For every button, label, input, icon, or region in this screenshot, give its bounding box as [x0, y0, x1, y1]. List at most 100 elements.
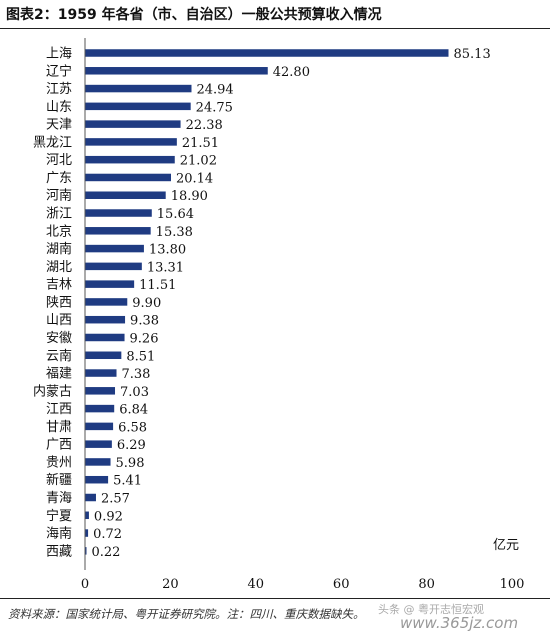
bar: [85, 67, 268, 75]
bar: [85, 529, 89, 537]
value-label: 11.51: [139, 278, 176, 293]
category-label: 江西: [46, 402, 72, 417]
value-label: 5.41: [113, 474, 142, 489]
value-label: 0.22: [92, 545, 121, 560]
value-label: 21.51: [182, 136, 219, 151]
value-label: 6.58: [118, 420, 147, 435]
chart-title: 图表2：1959 年各省（市、自治区）一般公共预算收入情况: [6, 7, 382, 23]
value-label: 9.90: [132, 296, 161, 311]
category-label: 河北: [46, 153, 72, 168]
category-label: 黑龙江: [33, 135, 72, 150]
bar: [85, 227, 151, 235]
value-label: 6.29: [117, 438, 146, 453]
category-label: 吉林: [46, 278, 72, 293]
category-label: 新疆: [46, 472, 72, 488]
value-label: 15.38: [156, 225, 193, 240]
category-label: 江苏: [46, 81, 72, 97]
x-tick-label: 100: [500, 577, 525, 592]
x-tick-label: 80: [418, 577, 435, 592]
source-divider: [0, 598, 550, 599]
unit-label: 亿元: [493, 538, 519, 553]
value-label: 18.90: [171, 189, 208, 204]
watermark-text: 头条 @ 粤开志恒宏观: [378, 603, 484, 616]
bar: [85, 280, 135, 288]
value-label: 9.38: [130, 314, 159, 329]
value-label: 15.64: [157, 207, 194, 222]
bar: [85, 262, 142, 271]
bar: [85, 351, 122, 360]
category-label: 湖南: [46, 241, 72, 257]
x-tick-label: 40: [248, 577, 265, 592]
value-label: 9.26: [130, 331, 159, 346]
x-tick-label: 60: [333, 577, 350, 592]
value-label: 7.38: [122, 367, 151, 382]
category-label: 山西: [46, 313, 72, 328]
category-label: 宁夏: [46, 508, 72, 524]
value-label: 24.75: [196, 100, 233, 115]
category-label: 甘肃: [46, 420, 72, 435]
value-label: 22.38: [186, 118, 223, 133]
bar: [85, 315, 126, 324]
bar: [85, 547, 87, 555]
bar: [85, 440, 112, 448]
bar: [85, 333, 125, 342]
value-label: 20.14: [176, 171, 213, 186]
category-label: 福建: [46, 367, 72, 382]
value-label: 85.13: [454, 47, 491, 62]
category-label: 内蒙古: [33, 383, 72, 399]
bar: [85, 387, 116, 395]
value-label: 7.03: [120, 385, 149, 400]
value-label: 42.80: [273, 65, 310, 80]
value-label: 5.98: [116, 456, 145, 471]
category-label: 西藏: [46, 544, 72, 559]
bar-chart: 上海 85.13 辽宁 42.80 江苏 24.94 山东 24.75 天津 22.38 黑龙江 21…: [33, 38, 525, 592]
value-label: 0.72: [93, 527, 122, 542]
bar: [85, 422, 114, 431]
category-label: 河南: [46, 188, 72, 204]
bar: [85, 458, 111, 466]
category-label: 北京: [46, 224, 72, 239]
bar: [85, 173, 171, 182]
value-label: 13.80: [149, 243, 186, 258]
category-label: 辽宁: [46, 63, 72, 79]
category-label: 青海: [46, 491, 72, 506]
category-label: 浙江: [46, 207, 72, 222]
bar: [85, 209, 152, 217]
bar: [85, 404, 115, 413]
value-label: 2.57: [101, 492, 130, 507]
bar: [85, 155, 175, 164]
bar: [85, 120, 181, 128]
source-note: 资料来源：国家统计局、粤开证券研究院。注：四川、重庆数据缺失。: [8, 607, 365, 621]
category-label: 上海: [46, 47, 72, 62]
category-label: 陕西: [46, 295, 72, 310]
bar: [85, 138, 177, 146]
category-label: 广西: [46, 438, 72, 453]
x-tick-label: 0: [81, 577, 89, 592]
bar: [85, 475, 109, 484]
category-label: 湖北: [46, 260, 72, 275]
category-label: 天津: [46, 118, 72, 133]
bar: [85, 191, 166, 199]
bar: [85, 298, 128, 306]
x-tick-label: 20: [162, 577, 179, 592]
bar: [85, 244, 144, 253]
category-label: 云南: [46, 348, 72, 364]
bar: [85, 49, 449, 57]
value-label: 21.02: [180, 154, 217, 169]
bar: [85, 493, 96, 502]
value-label: 0.92: [94, 509, 123, 524]
bar: [85, 511, 89, 520]
category-label: 山东: [46, 100, 72, 115]
category-label: 贵州: [46, 455, 72, 470]
category-label: 海南: [46, 526, 72, 542]
title-divider: [0, 28, 550, 29]
bar: [85, 84, 192, 93]
value-label: 24.94: [196, 83, 233, 98]
category-label: 安徽: [46, 331, 72, 346]
value-label: 8.51: [126, 349, 155, 364]
bar: [85, 102, 191, 111]
value-label: 13.31: [147, 260, 184, 275]
category-label: 广东: [46, 171, 72, 186]
value-label: 6.84: [119, 403, 148, 418]
bar: [85, 369, 117, 377]
